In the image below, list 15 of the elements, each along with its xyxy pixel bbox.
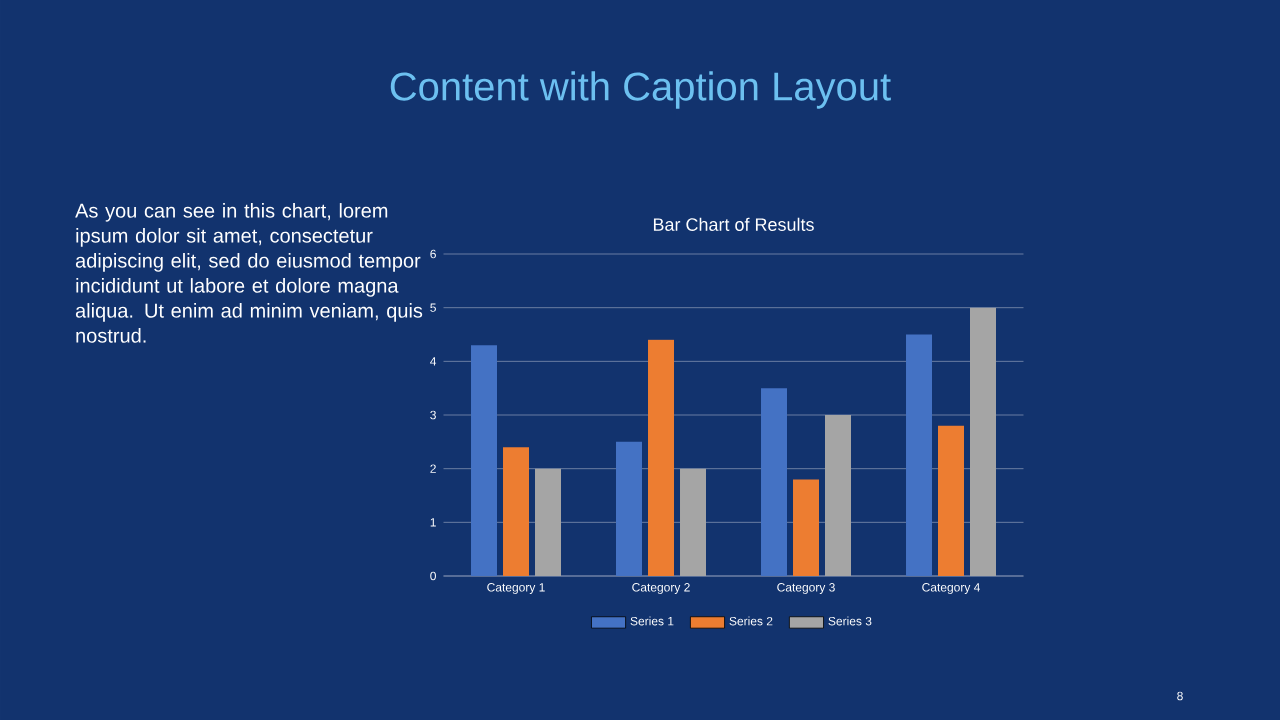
bar: [648, 339, 675, 576]
chart-title: Bar Chart of Results: [653, 217, 814, 231]
bar: [938, 425, 964, 576]
bar: [535, 468, 562, 576]
text: Content with Caption Layout: [390, 71, 891, 109]
bar: [825, 415, 851, 576]
text: As you can see in this chart, lorem ipsum dolor sit amet, consectetur adipiscing elit, sed do eiusmod tempor incididunt ut labore et dolore magna aliqua. Ut enim ad minim veniam, quis nostrud.: [75, 203, 423, 343]
bar: [761, 388, 788, 576]
bar: [970, 307, 996, 576]
bar: [503, 447, 530, 576]
bar: [680, 468, 706, 576]
bar: [906, 334, 932, 576]
bar: [471, 345, 498, 576]
bar: [793, 479, 819, 576]
bar: [616, 441, 643, 576]
